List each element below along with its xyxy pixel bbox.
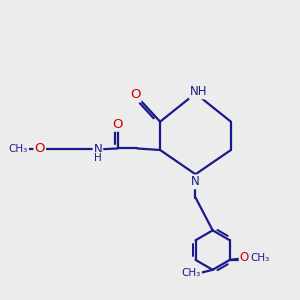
Text: CH₃: CH₃ <box>9 144 28 154</box>
Text: O: O <box>244 254 255 266</box>
Text: CH₃: CH₃ <box>250 254 270 263</box>
Text: NH: NH <box>190 85 207 98</box>
Text: N: N <box>191 175 200 188</box>
Text: O: O <box>130 88 141 101</box>
Text: N: N <box>94 143 102 156</box>
Text: O: O <box>112 118 123 131</box>
Text: H: H <box>94 153 102 163</box>
Text: O: O <box>34 142 45 155</box>
Text: O: O <box>240 251 249 264</box>
Text: CH₃: CH₃ <box>182 268 201 278</box>
